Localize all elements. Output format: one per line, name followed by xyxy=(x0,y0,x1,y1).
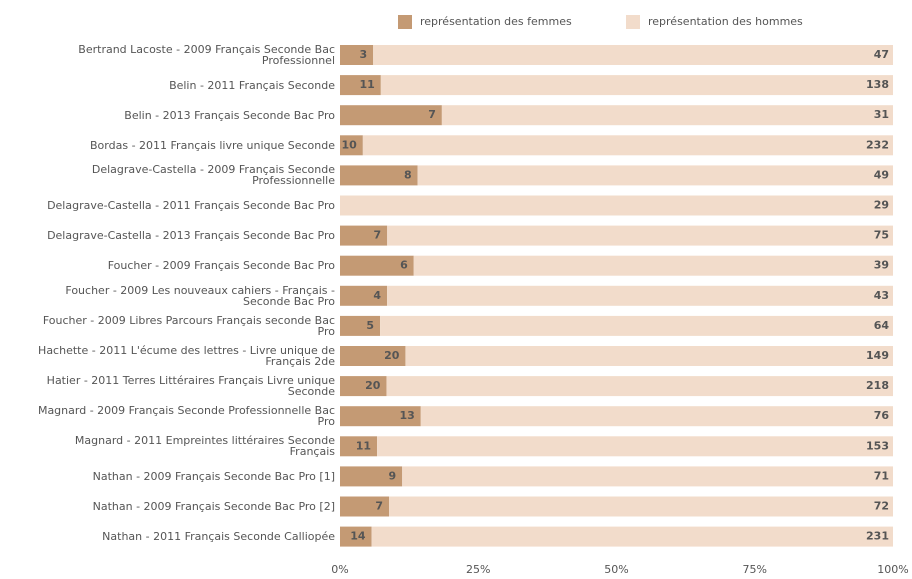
value-label: 14 xyxy=(350,530,366,543)
bar-segment xyxy=(387,285,893,306)
y-tick-label: Hachette - 2011 L'écume des lettres - Li… xyxy=(38,344,335,368)
legend-label: représentation des hommes xyxy=(648,15,803,28)
value-label: 8 xyxy=(404,168,412,181)
y-tick-label: Foucher - 2009 Libres Parcours Français … xyxy=(42,313,335,338)
y-tick-label: Delagrave-Castella - 2011 Français Secon… xyxy=(47,199,335,212)
value-label: 7 xyxy=(428,108,436,121)
bar-segment xyxy=(340,526,372,547)
value-label: 6 xyxy=(400,259,408,272)
x-tick-label: 0% xyxy=(331,563,348,576)
value-label: 75 xyxy=(874,229,889,242)
bar-segment xyxy=(387,225,893,246)
bar-segment xyxy=(340,45,374,65)
value-label: 76 xyxy=(874,409,890,422)
bar-segment xyxy=(417,165,893,186)
value-label: 47 xyxy=(874,48,889,61)
bar-segment xyxy=(402,466,893,487)
y-tick-label: Magnard - 2009 Français Seconde Professi… xyxy=(37,404,335,429)
value-label: 20 xyxy=(365,379,381,392)
bar-segment xyxy=(340,195,893,216)
value-label: 29 xyxy=(874,199,889,212)
bar-segment xyxy=(405,346,893,366)
bar-segment xyxy=(340,285,388,306)
bar-segment xyxy=(441,105,893,126)
value-label: 31 xyxy=(874,108,889,121)
y-tick-label: Magnard - 2011 Empreintes littéraires Se… xyxy=(74,434,335,459)
y-tick-label: Foucher - 2009 Les nouveaux cahiers - Fr… xyxy=(65,283,335,308)
bar-segment xyxy=(371,526,894,547)
value-label: 20 xyxy=(384,349,400,362)
value-label: 138 xyxy=(866,78,889,91)
y-tick-label: Nathan - 2009 Français Seconde Bac Pro [… xyxy=(92,500,335,513)
bar-segment xyxy=(380,315,893,336)
bar-segment xyxy=(413,255,893,276)
bar-segment xyxy=(340,346,406,366)
value-label: 3 xyxy=(360,48,368,61)
bar-segment xyxy=(340,496,389,517)
bar-segment xyxy=(377,436,894,457)
legend-swatch xyxy=(626,15,640,29)
value-label: 153 xyxy=(866,439,889,452)
y-tick-label: Belin - 2011 Français Seconde xyxy=(169,78,335,92)
bar-segment xyxy=(340,406,421,427)
legend-label: représentation des femmes xyxy=(420,15,572,28)
bar-segment xyxy=(340,315,381,336)
y-tick-label: Bertrand Lacoste - 2009 Français Seconde… xyxy=(78,43,335,67)
bar-segment xyxy=(340,225,388,246)
value-label: 9 xyxy=(389,469,397,482)
y-tick-label: Belin - 2013 Français Seconde Bac Pro xyxy=(124,108,335,122)
value-label: 149 xyxy=(866,349,889,362)
bar-segment xyxy=(340,75,381,96)
bar-segment xyxy=(362,135,894,156)
bar-segment xyxy=(340,165,418,186)
bar-segment xyxy=(380,75,893,96)
value-label: 13 xyxy=(399,409,414,422)
value-label: 232 xyxy=(866,138,889,151)
value-label: 72 xyxy=(874,500,889,513)
y-tick-label: Delagrave-Castella - 2013 Français Secon… xyxy=(47,229,335,243)
y-tick-label: Delagrave-Castella - 2009 Français Secon… xyxy=(91,163,335,188)
value-label: 11 xyxy=(360,78,375,91)
bar-segment xyxy=(340,436,378,457)
value-label: 5 xyxy=(366,319,374,332)
bar-segment xyxy=(340,466,403,487)
y-tick-label: Hatier - 2011 Terres Littéraires Françai… xyxy=(46,374,335,399)
bar-segment xyxy=(389,496,893,517)
value-label: 218 xyxy=(866,379,889,392)
value-label: 43 xyxy=(874,289,889,302)
bar-segment xyxy=(420,406,893,427)
bar-segment xyxy=(386,376,893,397)
value-label: 7 xyxy=(375,500,383,513)
y-tick-label: Nathan - 2011 Français Seconde Calliopée xyxy=(102,530,335,544)
y-tick-label: Foucher - 2009 Français Seconde Bac Pro xyxy=(107,259,335,273)
y-tick-label: Nathan - 2009 Français Seconde Bac Pro [… xyxy=(92,469,335,483)
x-tick-label: 100% xyxy=(877,563,908,576)
value-label: 71 xyxy=(874,469,889,482)
value-label: 64 xyxy=(874,319,890,332)
bar-segment xyxy=(340,135,363,156)
value-label: 4 xyxy=(373,289,381,302)
legend-swatch xyxy=(398,15,412,29)
bar-segment xyxy=(340,255,414,276)
value-label: 39 xyxy=(874,259,889,272)
x-tick-label: 75% xyxy=(743,563,767,576)
y-tick-label: Bordas - 2011 Français livre unique Seco… xyxy=(90,138,335,152)
value-label: 10 xyxy=(342,138,358,151)
bar-segment xyxy=(340,105,442,126)
x-tick-label: 25% xyxy=(466,563,490,576)
bar-segment xyxy=(373,45,893,65)
value-label: 49 xyxy=(874,168,889,181)
x-tick-label: 50% xyxy=(604,563,628,576)
value-label: 7 xyxy=(374,229,382,242)
value-label: 231 xyxy=(866,530,889,543)
bar-segment xyxy=(340,376,387,397)
value-label: 11 xyxy=(356,439,371,452)
